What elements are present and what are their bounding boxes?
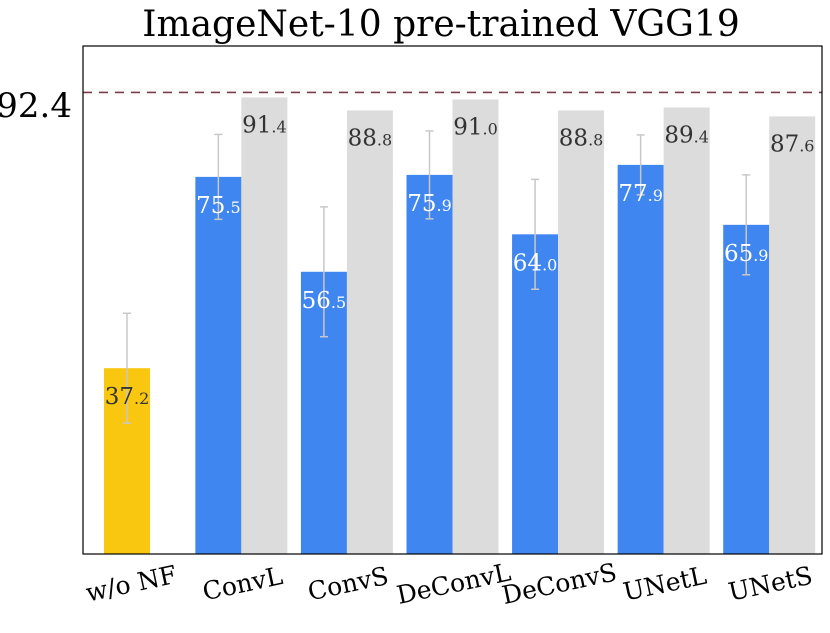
x-tick-label: ConvL (200, 561, 285, 606)
bar-primary (617, 164, 664, 554)
x-tick-label: w/o NF (83, 560, 179, 608)
chart-title: ImageNet-10 pre-trained VGG19 (142, 4, 740, 45)
bar-secondary-label: 91.4 (242, 112, 287, 138)
reference-line-label: 92.4 (0, 86, 72, 126)
error-bar (531, 178, 540, 291)
bar-primary-label: 64.0 (513, 250, 558, 276)
error-bar (425, 130, 434, 220)
bar-primary (406, 174, 453, 554)
error-bar (742, 174, 751, 276)
x-tick-label: DeConvL (394, 557, 513, 609)
bar-primary-label: 75.9 (407, 191, 452, 217)
bar-secondary (663, 107, 710, 555)
bar-secondary-label: 89.4 (664, 122, 709, 148)
error-bar (123, 312, 131, 424)
x-tick-label: ConvS (305, 561, 391, 606)
bar-primary-label: 56.5 (302, 288, 347, 314)
x-tick-label: UNetL (621, 561, 710, 607)
bar-secondary (346, 110, 393, 554)
bar-secondary (769, 116, 816, 555)
bar-primary-label: 65.9 (724, 241, 769, 267)
error-bar (214, 133, 223, 221)
error-bar (319, 206, 328, 338)
bar-secondary (558, 110, 605, 554)
bar-secondary-label: 88.8 (348, 125, 393, 151)
bar-primary-label: 37.2 (105, 384, 150, 410)
bar-secondary-label: 91.0 (453, 114, 498, 140)
bar-primary (723, 224, 770, 555)
bar-primary-label: 77.9 (618, 181, 663, 207)
x-tick-label: DeConvS (499, 557, 619, 610)
bar-secondary-label: 88.8 (559, 125, 604, 151)
error-bar (636, 134, 645, 196)
bar-primary-label: 75.5 (196, 193, 241, 219)
plot-frame (82, 45, 823, 555)
bar-primary (195, 176, 242, 554)
bar-secondary-label: 87.6 (770, 131, 815, 157)
bars-group: 37.2 91.4 75.5 88.8 56.5 91.0 75.9 88.8 64.0 89.4… (104, 97, 816, 555)
bar-secondary (241, 97, 288, 554)
bar-secondary (452, 99, 499, 555)
x-tick-label: UNetS (726, 561, 815, 607)
